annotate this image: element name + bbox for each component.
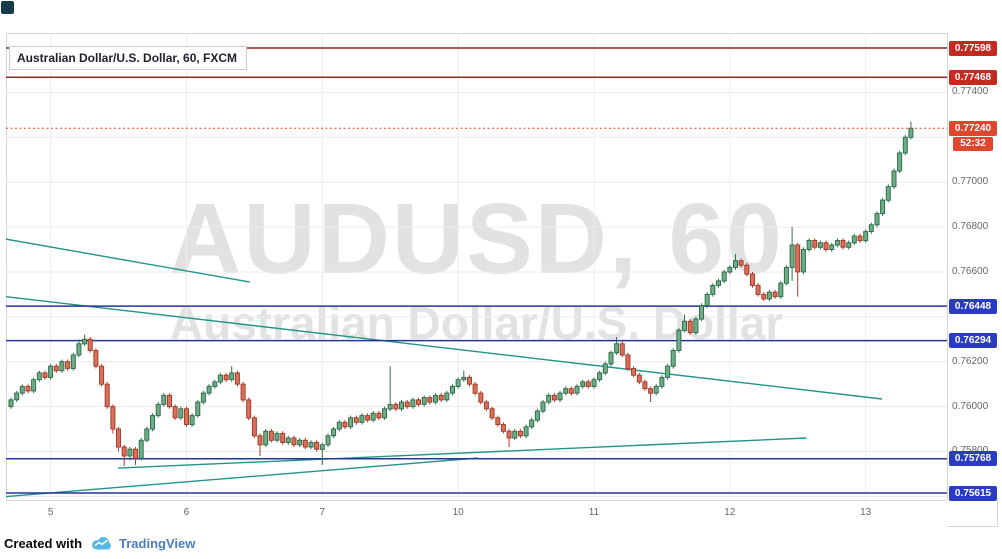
countdown-badge: 52:32 [953, 136, 993, 151]
support-price-badge: 0.75768 [949, 451, 997, 467]
price-tick: 0.77400 [952, 86, 989, 98]
symbol-legend: Australian Dollar/U.S. Dollar, 60, FXCM [9, 46, 248, 70]
trend-line[interactable] [6, 295, 883, 400]
candle-series[interactable] [8, 121, 914, 467]
support-price-badge: 0.75615 [949, 485, 997, 501]
time-tick: 11 [588, 507, 600, 518]
price-tick: 0.76000 [952, 400, 989, 412]
time-axis[interactable]: 5 6 7 10 11 12 13 [6, 500, 947, 527]
time-tick: 5 [47, 507, 54, 518]
price-tick: 0.76200 [952, 355, 989, 367]
time-tick: 13 [860, 507, 872, 518]
tradingview-brand-link[interactable]: TradingView [119, 535, 196, 551]
trend-line[interactable] [6, 457, 478, 498]
resistance-price-badge: 0.77468 [949, 69, 997, 85]
price-tick: 0.77000 [952, 176, 989, 188]
trend-lines [6, 238, 883, 498]
window-corner-artifact [1, 1, 14, 14]
support-price-badge: 0.76294 [949, 333, 997, 349]
support-price-badge: 0.76448 [949, 298, 997, 314]
time-tick: 12 [724, 507, 736, 518]
time-tick: 7 [319, 507, 326, 518]
trend-line[interactable] [6, 238, 251, 283]
price-tick: 0.76800 [952, 221, 989, 233]
price-tick: 0.75800 [952, 445, 988, 456]
footer: Created with TradingView [0, 527, 1002, 559]
resistance-price-badge: 0.77598 [949, 40, 997, 56]
price-tick: 0.76600 [952, 265, 989, 277]
time-tick: 6 [183, 507, 190, 518]
tradingview-cloud-icon [92, 536, 111, 550]
chart-frame [6, 33, 998, 527]
trend-line[interactable] [117, 437, 807, 469]
time-tick: 10 [452, 507, 464, 518]
current-price-badge: 0.77240 [949, 120, 997, 136]
price-axis[interactable]: 0.77400 0.77000 0.76800 0.76600 0.76200 0.760… [947, 33, 998, 501]
created-with-label: Created with [4, 535, 83, 551]
candlestick-chart-canvas[interactable] [6, 33, 947, 500]
